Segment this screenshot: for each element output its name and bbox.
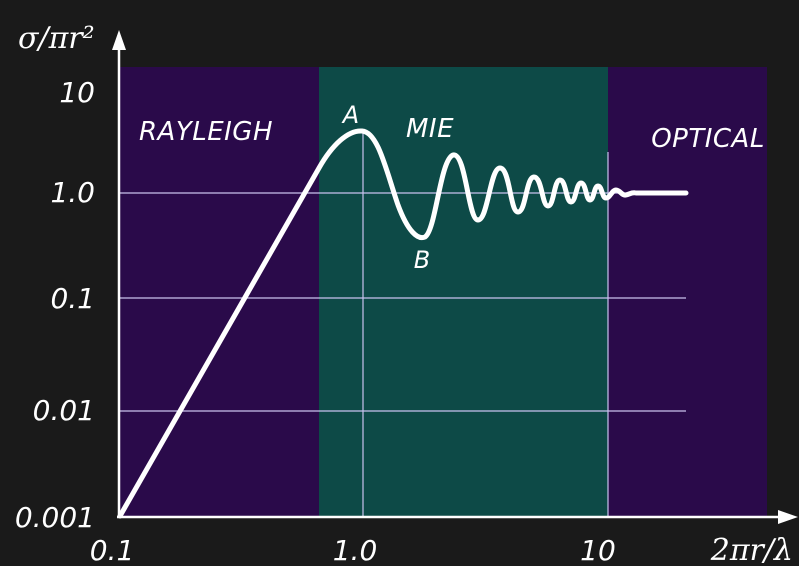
y-axis-label: σ/πr² <box>18 21 95 56</box>
series-layer <box>117 128 689 519</box>
region-label-optical: OPTICAL <box>651 124 765 154</box>
y-tick-label: 1.0 <box>50 176 95 209</box>
regions-layer <box>120 67 767 516</box>
region-label-mie: MIE <box>406 114 454 144</box>
region-optical <box>608 67 767 516</box>
x-tick-label: 0.1 <box>90 534 135 566</box>
y-tick-label: 0.1 <box>50 282 95 315</box>
labels-layer: 0.001 0.01 0.1 1.0 10 0.1 1.0 10 σ/πr² 2πr/λ RAYLE… <box>15 21 793 566</box>
region-mie <box>319 67 608 516</box>
x-axis-label: 2πr/λ <box>710 533 793 566</box>
axes <box>112 30 798 524</box>
y-tick-label: 10 <box>59 76 95 109</box>
x-axis-arrow-icon <box>778 510 798 524</box>
y-tick-label: 0.001 <box>15 501 95 534</box>
region-rayleigh <box>120 67 319 516</box>
series-line <box>117 128 689 519</box>
x-tick-label: 1.0 <box>333 534 378 566</box>
region-label-rayleigh: RAYLEIGH <box>139 117 273 147</box>
x-tick-label: 10 <box>580 534 616 566</box>
y-tick-label: 0.01 <box>33 394 95 427</box>
annotation-a: A <box>341 101 359 129</box>
annotation-b: B <box>414 246 430 274</box>
y-axis-arrow-icon <box>112 30 126 50</box>
